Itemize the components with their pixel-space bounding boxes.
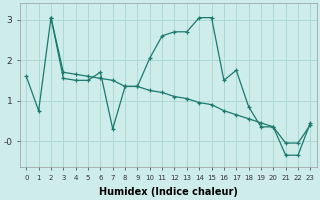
X-axis label: Humidex (Indice chaleur): Humidex (Indice chaleur) — [99, 187, 238, 197]
